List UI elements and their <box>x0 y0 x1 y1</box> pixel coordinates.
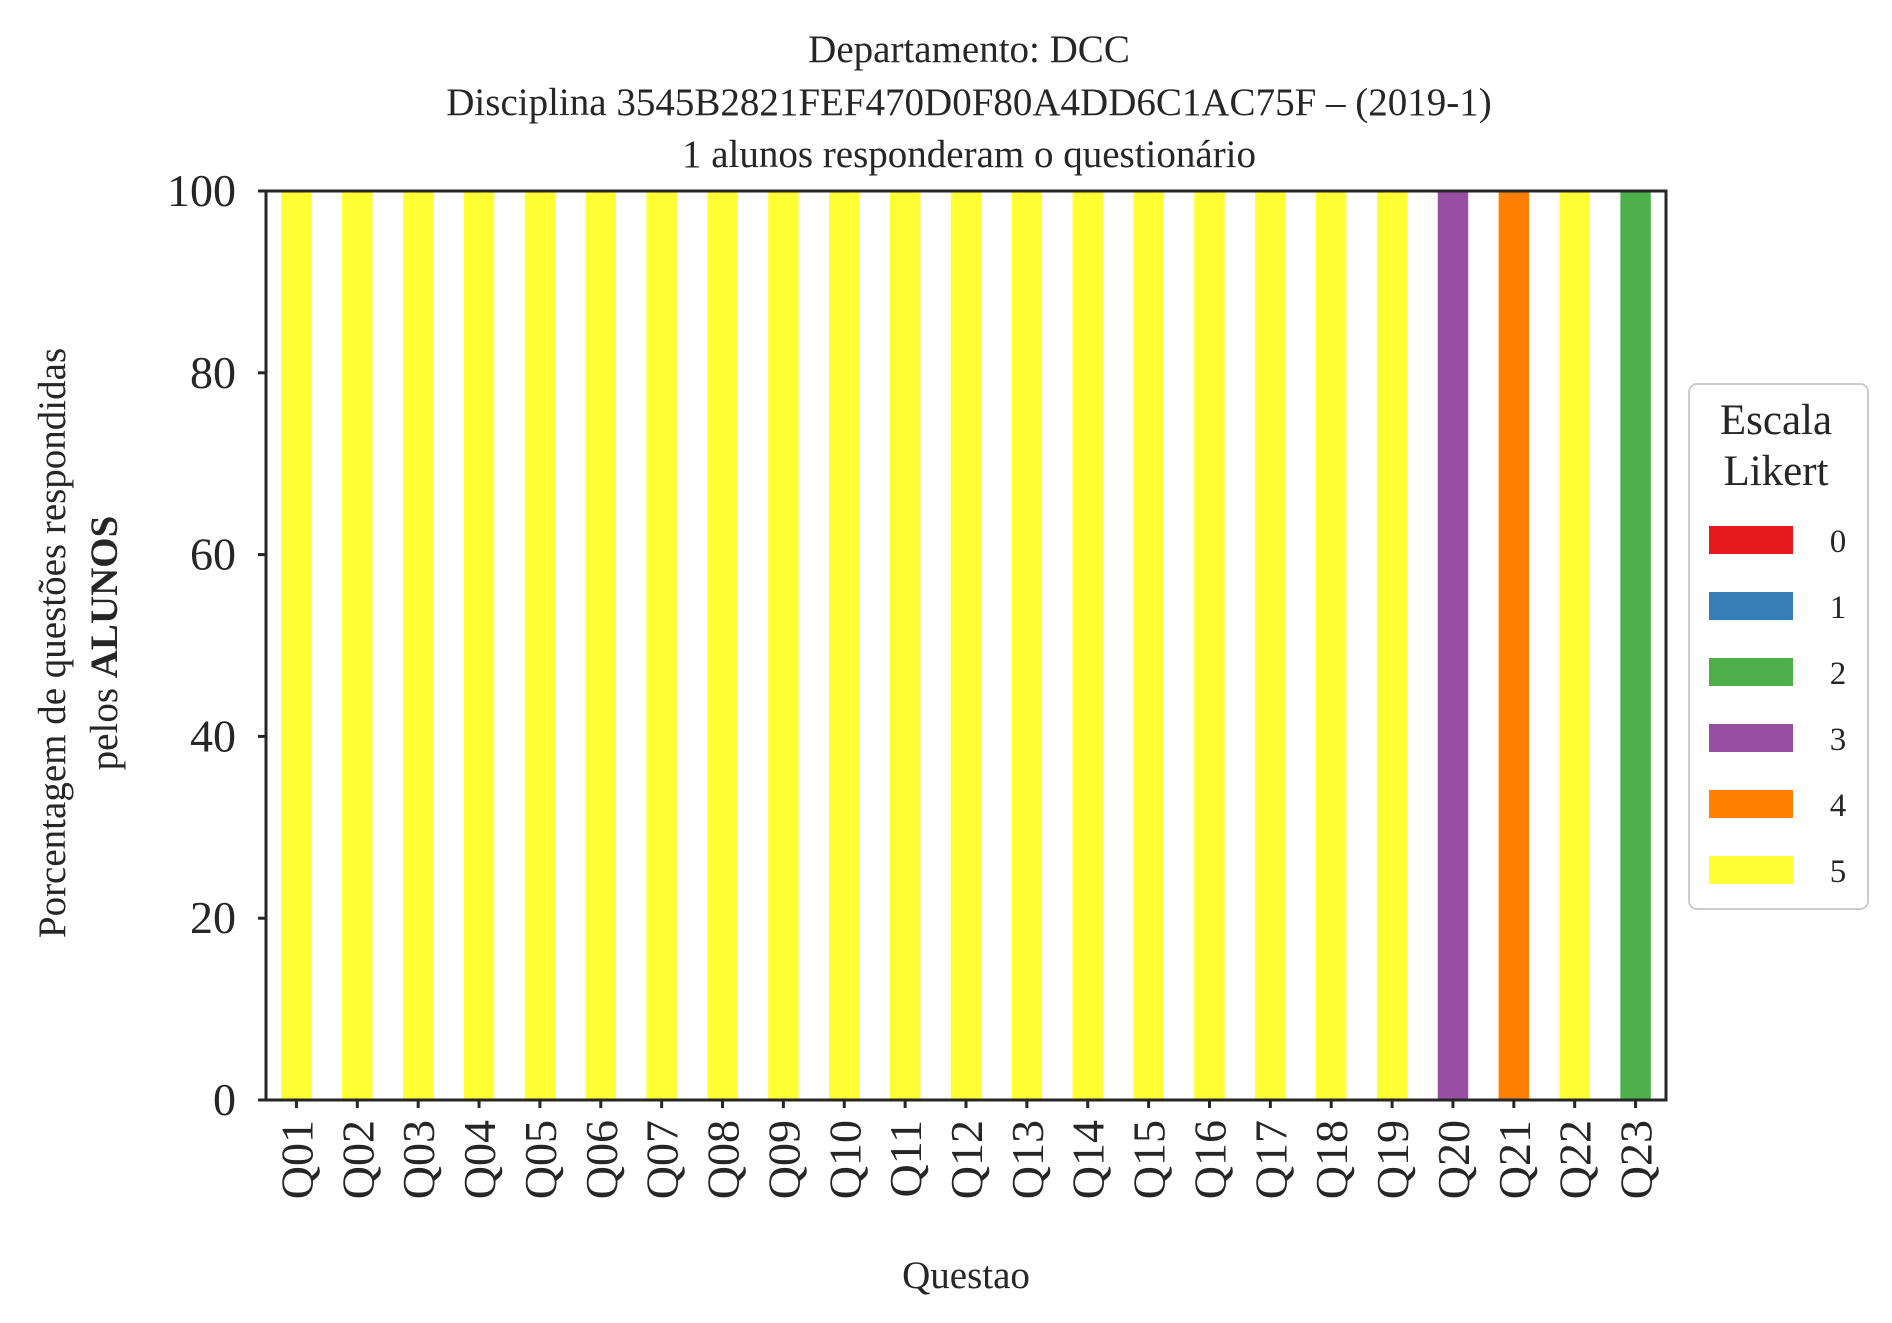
x-tick-label-q02: Q02 <box>332 1120 383 1199</box>
x-tick-label-q07: Q07 <box>637 1120 688 1199</box>
bars-group <box>281 191 1651 1100</box>
legend-label-1: 1 <box>1830 590 1847 626</box>
x-tick-label-q23: Q23 <box>1611 1120 1662 1199</box>
legend-swatch-5 <box>1709 856 1793 884</box>
bar-q04-scale-5 <box>463 191 495 1100</box>
x-tick-label-q04: Q04 <box>454 1120 505 1199</box>
x-tick-label-q03: Q03 <box>393 1120 444 1199</box>
x-tick-label-q12: Q12 <box>941 1120 992 1199</box>
y-tick-label-80: 80 <box>190 347 236 398</box>
chart-title: Departamento: DCC Disciplina 3545B2821FE… <box>446 28 1491 176</box>
y-axis-label-line-2: pelos ALUNOS <box>83 516 126 771</box>
legend-label-4: 4 <box>1830 788 1847 824</box>
x-tick-label-q10: Q10 <box>819 1120 870 1199</box>
bar-q10-scale-5 <box>829 191 860 1100</box>
bar-q13-scale-5 <box>1011 191 1043 1100</box>
y-axis-label-prefix: pelos <box>83 678 126 770</box>
x-axis-label: Questao <box>902 1254 1030 1297</box>
title-line-3: 1 alunos responderam o questionário <box>682 133 1256 176</box>
legend: Escala Likert 0 1 2 3 4 5 <box>1688 383 1869 910</box>
bar-q23-scale-2 <box>1620 191 1651 1100</box>
bar-q20-scale-3 <box>1437 191 1469 1100</box>
legend-label-3: 3 <box>1830 722 1847 758</box>
legend-label-0: 0 <box>1830 524 1847 560</box>
x-tick-label-q21: Q21 <box>1489 1120 1540 1199</box>
legend-items: 0 1 2 3 4 5 <box>1709 524 1846 890</box>
x-tick-label-q11: Q11 <box>880 1120 931 1198</box>
bar-q14-scale-5 <box>1072 191 1103 1100</box>
legend-swatch-0 <box>1709 526 1793 554</box>
x-tick-label-q15: Q15 <box>1124 1120 1175 1199</box>
bar-q21-scale-4 <box>1498 191 1530 1100</box>
bar-q07-scale-5 <box>646 191 677 1100</box>
x-tick-label-q14: Q14 <box>1063 1120 1114 1199</box>
y-axis-label: Porcentagem de questões respondidas pelo… <box>31 348 126 938</box>
bar-q08-scale-5 <box>707 191 738 1100</box>
legend-swatch-1 <box>1709 592 1793 620</box>
bar-q09-scale-5 <box>768 191 799 1100</box>
bar-q02-scale-5 <box>342 191 373 1100</box>
bar-q05-scale-5 <box>524 191 556 1100</box>
x-tick-label-q06: Q06 <box>576 1120 627 1199</box>
legend-label-5: 5 <box>1830 854 1847 890</box>
x-tick-label-q09: Q09 <box>758 1120 809 1199</box>
y-ticks-group: 0 20 40 60 80 100 <box>167 165 266 1125</box>
bar-q11-scale-5 <box>889 191 921 1100</box>
legend-box <box>1688 383 1869 910</box>
y-tick-label-0: 0 <box>213 1074 236 1125</box>
x-tick-label-q17: Q17 <box>1245 1120 1296 1199</box>
legend-swatch-2 <box>1709 658 1793 686</box>
x-ticks-group: Q01 Q02 Q03 Q04 Q05 Q06 Q07 Q08 Q09 Q10 Q11 Q12 Q13 Q… <box>271 1100 1662 1199</box>
legend-title-line-2: Likert <box>1723 448 1828 495</box>
x-tick-label-q18: Q18 <box>1306 1120 1357 1199</box>
x-tick-label-q13: Q13 <box>1002 1120 1053 1199</box>
legend-swatch-3 <box>1709 724 1793 752</box>
x-tick-label-q01: Q01 <box>271 1120 322 1199</box>
bar-q12-scale-5 <box>950 191 982 1100</box>
x-tick-label-q08: Q08 <box>698 1120 749 1199</box>
bar-q17-scale-5 <box>1255 191 1286 1100</box>
plot-frame <box>264 189 1668 1102</box>
y-tick-label-40: 40 <box>190 710 236 761</box>
x-tick-label-q22: Q22 <box>1550 1120 1601 1199</box>
bar-q15-scale-5 <box>1133 191 1164 1100</box>
legend-swatch-4 <box>1709 790 1793 818</box>
bar-q19-scale-5 <box>1376 191 1408 1100</box>
bar-q22-scale-5 <box>1559 191 1590 1100</box>
title-line-1: Departamento: DCC <box>808 28 1130 71</box>
bar-q03-scale-5 <box>402 191 434 1100</box>
x-tick-label-q05: Q05 <box>515 1120 566 1199</box>
y-tick-label-20: 20 <box>190 892 236 943</box>
title-line-2: Disciplina 3545B2821FEF470D0F80A4DD6C1AC… <box>446 81 1491 124</box>
y-axis-label-line-1: Porcentagem de questões respondidas <box>31 348 74 938</box>
y-tick-label-100: 100 <box>167 165 236 216</box>
y-axis-label-bold: ALUNOS <box>83 516 126 679</box>
bar-q16-scale-5 <box>1194 191 1225 1100</box>
x-tick-label-q19: Q19 <box>1367 1120 1418 1199</box>
legend-title-line-1: Escala <box>1720 397 1832 444</box>
bar-q18-scale-5 <box>1316 191 1347 1100</box>
y-tick-label-60: 60 <box>190 529 236 580</box>
x-tick-label-q16: Q16 <box>1184 1120 1235 1199</box>
legend-label-2: 2 <box>1830 656 1847 692</box>
x-tick-label-q20: Q20 <box>1428 1120 1479 1199</box>
bar-q06-scale-5 <box>585 191 616 1100</box>
bar-q01-scale-5 <box>281 191 312 1100</box>
